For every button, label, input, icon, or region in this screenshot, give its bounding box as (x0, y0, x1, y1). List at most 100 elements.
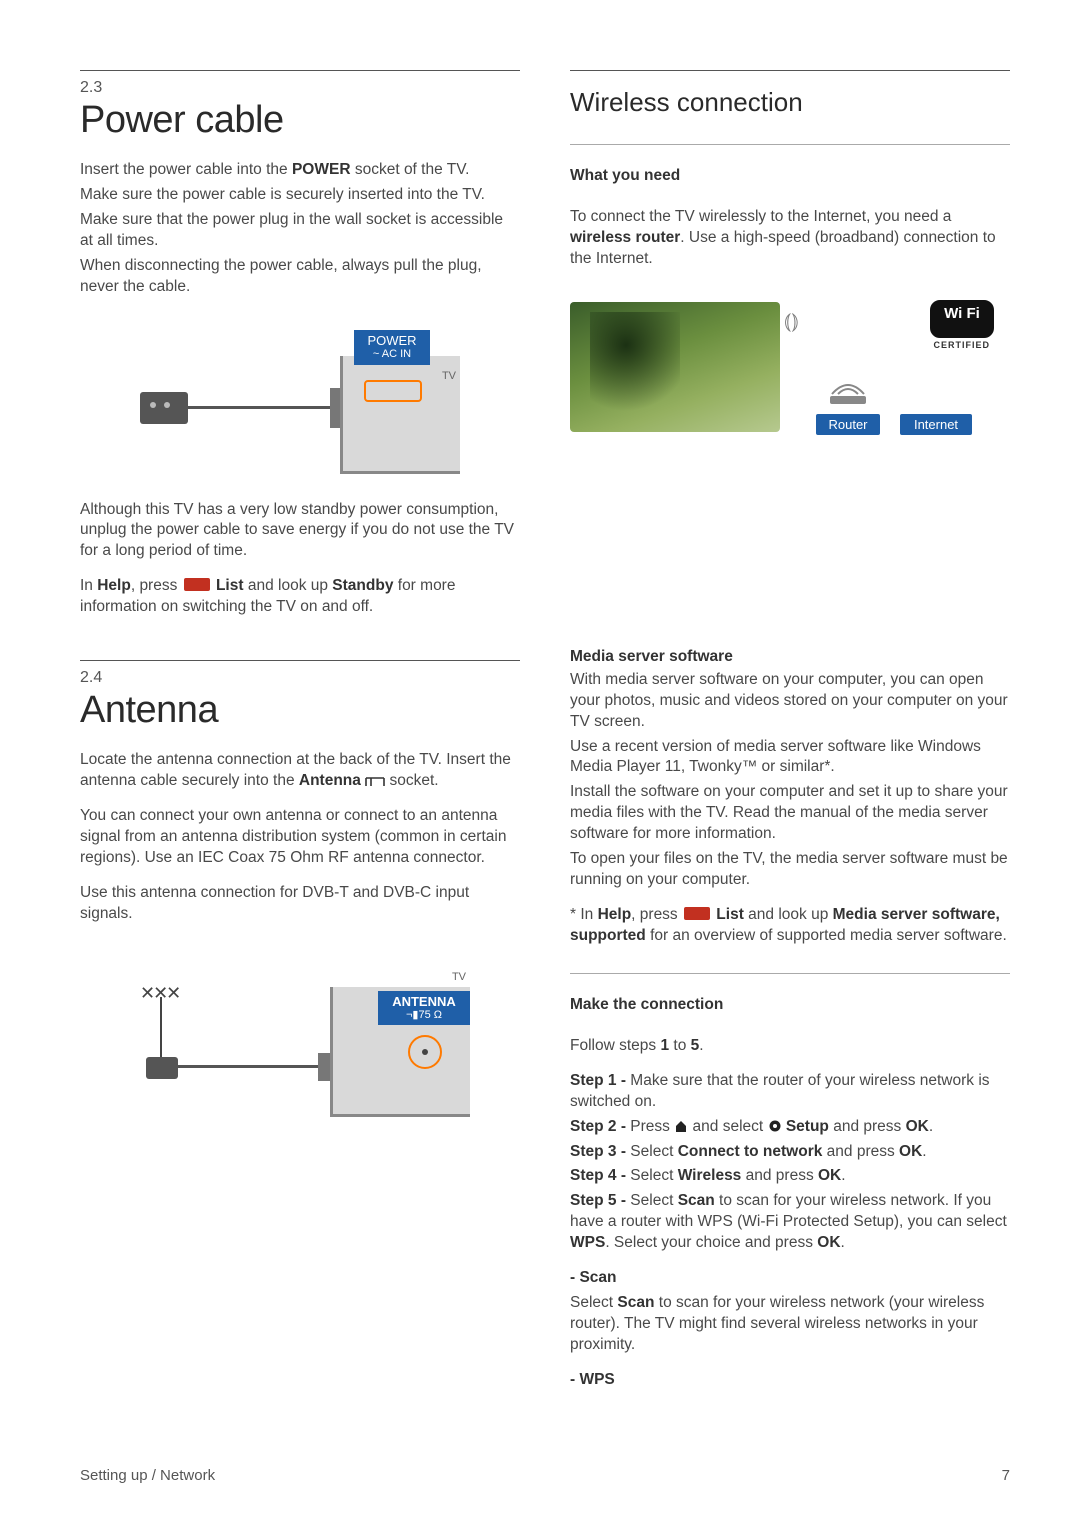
antenna-connector-highlight-icon (408, 1035, 442, 1069)
text-bold: Help (598, 906, 632, 923)
tree-shade-icon (590, 312, 680, 422)
label-text: ANTENNA (392, 994, 456, 1009)
left-column: 2.3 Power cable Insert the power cable i… (80, 70, 520, 1395)
subheading-wireless-connection: Wireless connection (570, 87, 1010, 118)
antenna-socket-label: ANTENNA ¬▮75 Ω (378, 991, 470, 1026)
text: . (922, 1143, 926, 1160)
list-color-key-icon (684, 907, 710, 920)
footer-breadcrumb: Setting up / Network (80, 1467, 215, 1484)
body-text: Locate the antenna connection at the bac… (80, 750, 520, 792)
internet-label: Internet (900, 414, 972, 435)
text: Locate the antenna connection at the bac… (80, 751, 511, 789)
step-3: Step 3 - Select Connect to network and p… (570, 1142, 1010, 1163)
text-bold: OK (906, 1118, 929, 1135)
heading-make-connection: Make the connection (570, 996, 1010, 1014)
text: . (841, 1167, 845, 1184)
text: To connect the TV wirelessly to the Inte… (570, 208, 951, 225)
text-bold: - WPS (570, 1371, 615, 1388)
text: , press (631, 906, 682, 923)
text: socket. (390, 772, 439, 789)
cable-icon (188, 406, 343, 409)
step-4: Step 4 - Select Wireless and press OK. (570, 1166, 1010, 1187)
scan-heading: - Scan (570, 1268, 1010, 1289)
body-text: With media server software on your compu… (570, 670, 1010, 733)
text-bold: 5 (691, 1037, 700, 1054)
section-title-power-cable: Power cable (80, 99, 520, 142)
tv-tag: TV (442, 370, 456, 382)
figure-antenna: ✕✕✕ TV ANTENNA ¬▮75 Ω (80, 957, 520, 1127)
text-bold: WPS (570, 1234, 605, 1251)
body-text: Make sure the power cable is securely in… (80, 185, 520, 206)
manual-page: 2.3 Power cable Insert the power cable i… (0, 0, 1080, 1528)
section-rule (80, 70, 520, 71)
step-2: Step 2 - Press and select Setup and pres… (570, 1117, 1010, 1138)
two-column-layout: 2.3 Power cable Insert the power cable i… (80, 70, 1010, 1395)
text: and press (829, 1118, 906, 1135)
text: socket of the TV. (351, 161, 470, 178)
text: and select (688, 1118, 767, 1135)
section-rule (80, 660, 520, 661)
text: . (699, 1037, 703, 1054)
heading-media-server: Media server software (570, 648, 1010, 666)
body-text: To open your files on the TV, the media … (570, 849, 1010, 891)
text: to (669, 1037, 691, 1054)
text: Select (630, 1143, 677, 1160)
wifi-certified-text: CERTIFIED (933, 340, 990, 350)
text: and look up (744, 906, 833, 923)
text-bold: Scan (617, 1294, 654, 1311)
cable-icon (178, 1065, 330, 1068)
text: . (841, 1234, 845, 1251)
text: for an overview of supported media serve… (646, 927, 1007, 944)
body-text: When disconnecting the power cable, alwa… (80, 256, 520, 298)
text: and press (741, 1167, 818, 1184)
step-label: Step 4 - (570, 1167, 630, 1184)
wireless-waves-icon: ⦅⦆ (784, 308, 799, 334)
body-text: * In Help, press List and look up Media … (570, 905, 1010, 947)
text-bold: List (212, 577, 244, 594)
label-text: POWER (367, 333, 416, 348)
text: , press (131, 577, 182, 594)
step-1: Step 1 - Make sure that the router of yo… (570, 1071, 1010, 1113)
text-bold: OK (817, 1234, 840, 1251)
text: . (929, 1118, 933, 1135)
body-text: Although this TV has a very low standby … (80, 500, 520, 563)
body-text: Insert the power cable into the POWER so… (80, 160, 520, 181)
step-label: Step 2 - (570, 1118, 630, 1135)
tv-photo-placeholder-icon (570, 302, 780, 432)
wall-plug-icon (140, 392, 188, 424)
right-column: Wireless connection What you need To con… (570, 70, 1010, 1395)
scan-body: Select Scan to scan for your wireless ne… (570, 1293, 1010, 1356)
wifi-certified-badge-icon: Wi Fi (930, 300, 994, 338)
text-bold: - Scan (570, 1269, 617, 1286)
text: Select (630, 1192, 677, 1209)
figure-power-cable: POWER ~ AC IN TV (80, 330, 520, 480)
body-text: To connect the TV wirelessly to the Inte… (570, 207, 1010, 270)
label-subtext: ~ AC IN (358, 348, 426, 361)
text: In (80, 577, 97, 594)
power-connector-highlight-icon (364, 380, 422, 402)
body-text: You can connect your own antenna or conn… (80, 806, 520, 869)
step-label: Step 5 - (570, 1192, 630, 1209)
section-rule (570, 70, 1010, 71)
step-label: Step 1 - (570, 1072, 630, 1089)
tv-tag: TV (452, 971, 466, 983)
body-text: Use a recent version of media server sof… (570, 737, 1010, 779)
text-bold: 1 (660, 1037, 669, 1054)
divider (570, 144, 1010, 145)
antenna-pole-icon (160, 997, 162, 1057)
text-bold: wireless router (570, 229, 680, 246)
list-color-key-icon (184, 578, 210, 591)
section-number: 2.4 (80, 669, 520, 687)
body-text: Make sure that the power plug in the wal… (80, 210, 520, 252)
text: and look up (244, 577, 333, 594)
figure-wireless: ⦅⦆ Wi Fi CERTIFIED Router Internet (570, 302, 1010, 472)
text-bold: Setup (782, 1118, 829, 1135)
text-bold: List (712, 906, 744, 923)
page-number: 7 (1002, 1467, 1010, 1484)
text: Make sure that the router of your wirele… (570, 1072, 990, 1110)
body-text: In Help, press List and look up Standby … (80, 576, 520, 618)
antenna-symbol-icon (365, 773, 385, 785)
text-bold: OK (899, 1143, 922, 1160)
text: Select (630, 1167, 677, 1184)
body-text: Use this antenna connection for DVB-T an… (80, 883, 520, 925)
